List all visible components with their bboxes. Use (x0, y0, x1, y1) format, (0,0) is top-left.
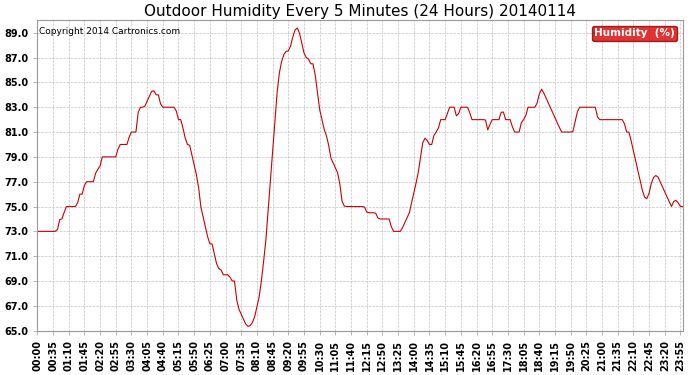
Legend: Humidity  (%): Humidity (%) (591, 26, 678, 41)
Text: Copyright 2014 Cartronics.com: Copyright 2014 Cartronics.com (39, 27, 180, 36)
Title: Outdoor Humidity Every 5 Minutes (24 Hours) 20140114: Outdoor Humidity Every 5 Minutes (24 Hou… (144, 4, 576, 19)
